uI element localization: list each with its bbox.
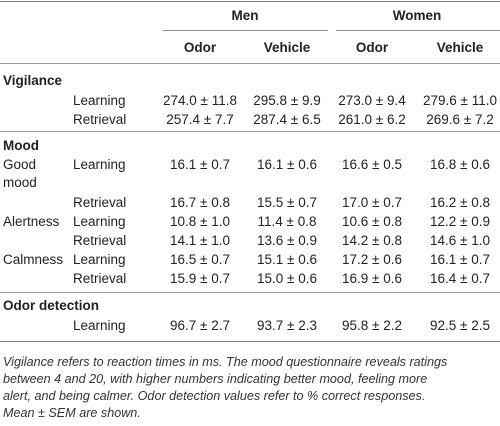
value-cell: 10.8 ± 1.0 <box>170 214 230 229</box>
value-cell: 17.0 ± 0.7 <box>342 195 402 210</box>
value-cell: 15.5 ± 0.7 <box>257 195 317 210</box>
footnote-line: Mean ± SEM are shown. <box>3 406 141 420</box>
men-group-rule <box>163 30 328 31</box>
bottom-rule <box>0 341 500 342</box>
value-cell: 15.9 ± 0.7 <box>170 271 230 286</box>
value-cell: 14.2 ± 0.8 <box>342 233 402 248</box>
footnote-line: alert, and being calmer. Odor detection … <box>3 389 426 403</box>
value-cell: 16.5 ± 0.7 <box>170 252 230 267</box>
phase-label: Retrieval <box>73 195 127 210</box>
value-cell: 261.0 ± 6.2 <box>338 112 406 127</box>
value-cell: 273.0 ± 9.4 <box>338 93 406 108</box>
column-header-men-odor: Odor <box>183 40 217 55</box>
row-label-mood: mood <box>3 175 37 190</box>
value-cell: 269.6 ± 7.2 <box>426 112 494 127</box>
section-title-mood: Mood <box>3 138 39 153</box>
phase-label: Learning <box>73 214 126 229</box>
value-cell: 16.1 ± 0.6 <box>257 157 317 172</box>
column-header-women-odor: Odor <box>355 40 389 55</box>
section-rule-mood <box>0 131 500 132</box>
footnote-line: Vigilance refers to reaction times in ms… <box>3 355 448 369</box>
value-cell: 279.6 ± 11.0 <box>423 93 497 108</box>
value-cell: 14.6 ± 1.0 <box>430 233 490 248</box>
header-bottom-rule <box>0 63 500 64</box>
value-cell: 13.6 ± 0.9 <box>257 233 317 248</box>
footnote-line: between 4 and 20, with higher numbers in… <box>3 372 428 386</box>
value-cell: 16.1 ± 0.7 <box>430 252 490 267</box>
phase-label: Retrieval <box>73 271 127 286</box>
group-header-men: Men <box>231 8 259 23</box>
row-label-calmness: Calmness <box>3 252 64 267</box>
phase-label: Retrieval <box>73 233 127 248</box>
value-cell: 16.7 ± 0.8 <box>170 195 230 210</box>
value-cell: 17.2 ± 0.6 <box>342 252 402 267</box>
value-cell: 12.2 ± 0.9 <box>430 214 490 229</box>
value-cell: 95.8 ± 2.2 <box>342 318 402 333</box>
value-cell: 274.0 ± 11.8 <box>163 93 237 108</box>
column-header-women-vehicle: Vehicle <box>436 40 484 55</box>
value-cell: 10.6 ± 0.8 <box>342 214 402 229</box>
value-cell: 287.4 ± 6.5 <box>253 112 321 127</box>
table-footnote: Vigilance refers to reaction times in ms… <box>3 354 497 422</box>
value-cell: 15.0 ± 0.6 <box>257 271 317 286</box>
top-rule <box>0 1 500 2</box>
row-label-alertness: Alertness <box>3 214 60 229</box>
value-cell: 16.9 ± 0.6 <box>342 271 402 286</box>
value-cell: 92.5 ± 2.5 <box>430 318 490 333</box>
phase-label: Learning <box>73 93 126 108</box>
value-cell: 16.4 ± 0.7 <box>430 271 490 286</box>
value-cell: 15.1 ± 0.6 <box>257 252 317 267</box>
value-cell: 14.1 ± 1.0 <box>170 233 230 248</box>
column-header-men-vehicle: Vehicle <box>263 40 311 55</box>
phase-label: Learning <box>73 252 126 267</box>
phase-label: Retrieval <box>73 112 127 127</box>
section-title-vigilance: Vigilance <box>3 73 63 88</box>
value-cell: 16.6 ± 0.5 <box>342 157 402 172</box>
value-cell: 16.2 ± 0.8 <box>430 195 490 210</box>
value-cell: 295.8 ± 9.9 <box>253 93 321 108</box>
women-group-rule <box>336 30 500 31</box>
section-title-odor-detection: Odor detection <box>3 298 100 313</box>
value-cell: 16.8 ± 0.6 <box>430 157 490 172</box>
value-cell: 93.7 ± 2.3 <box>257 318 317 333</box>
row-label-good: Good <box>3 157 37 172</box>
section-rule-odor <box>0 292 500 293</box>
phase-label: Learning <box>73 157 126 172</box>
value-cell: 257.4 ± 7.7 <box>166 112 234 127</box>
value-cell: 16.1 ± 0.7 <box>170 157 230 172</box>
value-cell: 96.7 ± 2.7 <box>170 318 230 333</box>
group-header-women: Women <box>392 8 442 23</box>
value-cell: 11.4 ± 0.8 <box>257 214 317 229</box>
phase-label: Learning <box>73 318 126 333</box>
data-table: Men Women Odor Vehicle Odor Vehicle Vigi… <box>0 1 500 342</box>
